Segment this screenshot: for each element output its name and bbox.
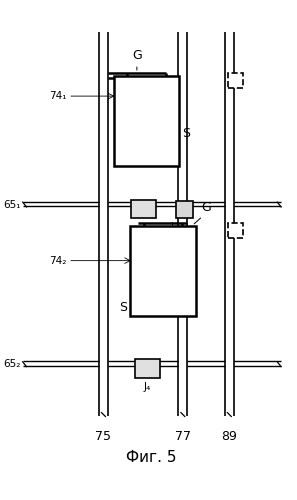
Bar bbox=[130, 226, 196, 316]
Text: S: S bbox=[119, 300, 127, 314]
Text: 74₂: 74₂ bbox=[49, 256, 66, 266]
Bar bbox=[131, 200, 156, 218]
Text: 65₁: 65₁ bbox=[3, 200, 21, 209]
Bar bbox=[119, 142, 144, 163]
Text: 77: 77 bbox=[175, 430, 191, 443]
Text: S: S bbox=[182, 128, 190, 140]
Text: J₃: J₃ bbox=[238, 226, 245, 235]
Text: 74₁: 74₁ bbox=[49, 91, 66, 101]
Bar bbox=[135, 360, 160, 378]
Text: G: G bbox=[201, 201, 211, 214]
Bar bbox=[228, 73, 243, 88]
Text: J₂: J₂ bbox=[170, 222, 177, 232]
Text: Фиг. 5: Фиг. 5 bbox=[126, 450, 177, 465]
Text: 65₂: 65₂ bbox=[3, 359, 21, 369]
Text: J₁: J₁ bbox=[238, 76, 245, 86]
Text: 89: 89 bbox=[221, 430, 237, 443]
Text: 75: 75 bbox=[95, 430, 111, 443]
Bar bbox=[228, 223, 243, 238]
Bar bbox=[148, 292, 173, 313]
Bar bbox=[114, 76, 179, 166]
Text: G: G bbox=[132, 49, 142, 62]
Text: J₄: J₄ bbox=[144, 382, 151, 392]
Bar bbox=[176, 200, 193, 218]
